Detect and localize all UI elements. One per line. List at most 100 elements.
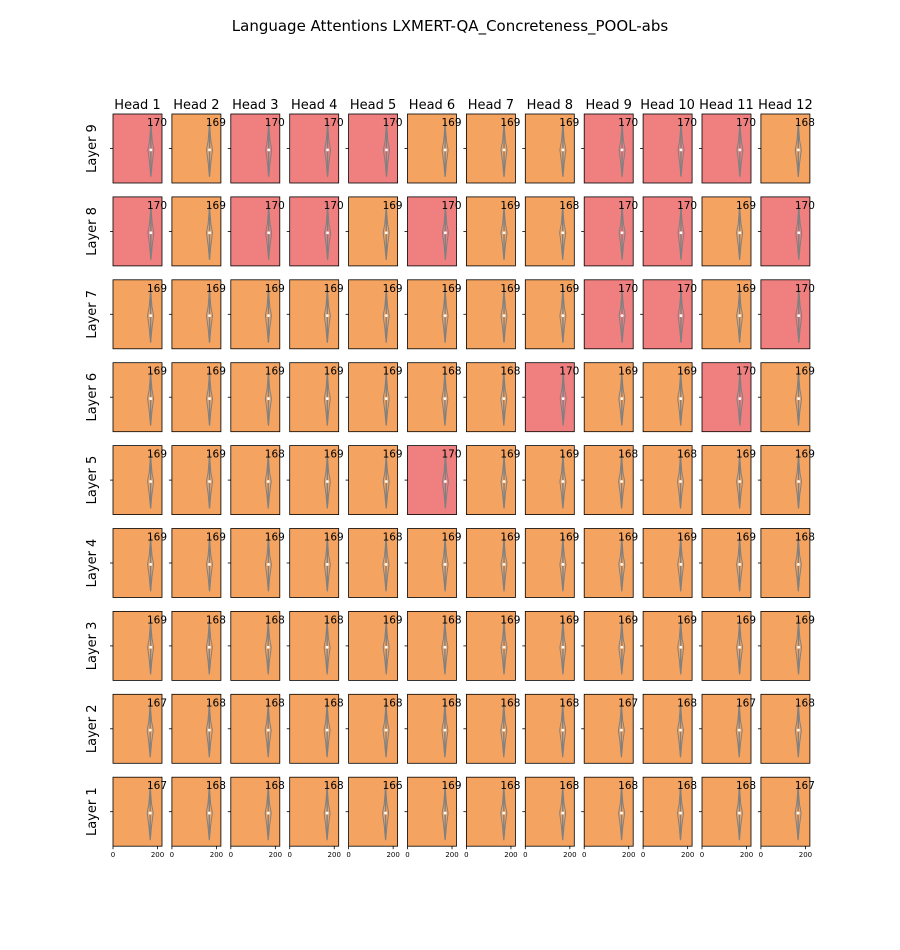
panel-background: [701, 776, 752, 847]
panel: 168: [522, 196, 579, 267]
median-point: [384, 314, 388, 318]
value-label: 169: [324, 366, 344, 378]
value-label: 169: [736, 532, 756, 544]
x-tick-label: 200: [681, 851, 694, 859]
median-point: [561, 645, 565, 649]
value-label: 168: [736, 780, 756, 792]
panel: 167: [110, 693, 167, 764]
column-labels: Head 1 Head 2 Head 3 Head 4 Head 5 Head 6 Head…: [114, 98, 812, 113]
x-tick-label: 200: [622, 851, 635, 859]
median-point: [443, 645, 447, 649]
panel: 169: [110, 279, 167, 350]
violin: [500, 784, 508, 841]
panel: 168: [757, 113, 815, 184]
row-label: Layer 4: [85, 539, 100, 588]
panel: 169: [640, 362, 697, 433]
violin: [382, 701, 390, 758]
median-point: [149, 480, 153, 483]
x-tick-label: 200: [151, 851, 164, 859]
panel: 169: [345, 611, 403, 681]
panel: 169: [227, 528, 285, 598]
x-tick-label: 200: [799, 851, 812, 859]
row-label: Layer 3: [85, 622, 100, 671]
panel: 168 0 200: [168, 776, 226, 859]
value-label: 169: [441, 283, 461, 295]
violin: [794, 701, 802, 758]
violin: [205, 203, 214, 260]
panel: 170: [227, 196, 285, 267]
panel: 170: [404, 445, 462, 516]
value-label: 168: [795, 117, 815, 129]
panel-background: [760, 693, 811, 764]
median-point: [502, 397, 506, 400]
value-label: 168: [383, 532, 403, 544]
median-point: [561, 811, 565, 815]
x-tick-label: 0: [346, 851, 350, 859]
panel: 168: [581, 445, 638, 516]
x-tick-label: 200: [386, 851, 399, 859]
median-point: [149, 562, 153, 566]
panel: 169: [699, 196, 756, 267]
value-label: 168: [795, 532, 815, 544]
value-label: 169: [618, 532, 638, 544]
median-point: [797, 480, 800, 483]
median-point: [679, 480, 682, 483]
panel-background: [171, 611, 222, 681]
violin: [618, 535, 626, 592]
median-point: [326, 231, 329, 235]
median-point: [325, 811, 329, 815]
violin: [382, 618, 390, 675]
panel: 169: [168, 196, 226, 267]
x-tick-label: 0: [759, 851, 763, 859]
value-label: 169: [383, 614, 403, 626]
x-tick-label: 200: [445, 851, 458, 859]
panel: 169: [168, 279, 226, 350]
column-label: Head 12: [758, 98, 813, 113]
panel: 169: [699, 445, 756, 516]
violin: [559, 784, 567, 841]
value-label: 170: [677, 200, 697, 212]
panel: 168: [286, 693, 344, 764]
panel: 170: [581, 279, 638, 350]
value-label: 169: [559, 614, 579, 626]
value-label: 169: [324, 283, 344, 295]
value-label: 168: [383, 697, 403, 709]
panel: 167: [581, 693, 638, 764]
panel: 168: [227, 611, 285, 681]
value-label: 169: [265, 532, 285, 544]
panel: 169: [522, 279, 579, 350]
panel-background: [465, 693, 516, 764]
violin: [323, 618, 331, 675]
violin: [324, 203, 332, 260]
value-label: 169: [206, 532, 226, 544]
median-point: [443, 811, 447, 815]
panel: 169: [345, 445, 403, 516]
value-label: 169: [736, 449, 756, 461]
panel: 170: [345, 113, 403, 184]
panel-background: [289, 776, 340, 847]
panel-background: [701, 693, 752, 764]
value-label: 168: [677, 449, 697, 461]
median-point: [149, 148, 153, 152]
median-point: [679, 728, 682, 732]
median-point: [207, 728, 211, 732]
median-point: [443, 148, 447, 152]
panel-background: [524, 693, 575, 764]
value-label: 169: [383, 449, 403, 461]
median-point: [797, 645, 800, 649]
violin: [677, 203, 685, 260]
median-point: [679, 397, 683, 400]
median-point: [502, 811, 506, 815]
panel-background: [524, 196, 575, 267]
value-label: 168: [618, 449, 638, 461]
violin: [382, 535, 390, 592]
violin: [382, 369, 390, 426]
violin: [441, 120, 449, 178]
panel: 168 0 200: [699, 776, 756, 859]
panel: 168 0 200: [227, 776, 285, 859]
violin: [500, 452, 508, 509]
panel-grid: 170 169 170 170 170 169 169 169 170 170 170 168 170 1…: [110, 113, 815, 859]
panel: 169: [286, 528, 344, 598]
median-point: [620, 148, 624, 152]
violin: [794, 784, 802, 841]
